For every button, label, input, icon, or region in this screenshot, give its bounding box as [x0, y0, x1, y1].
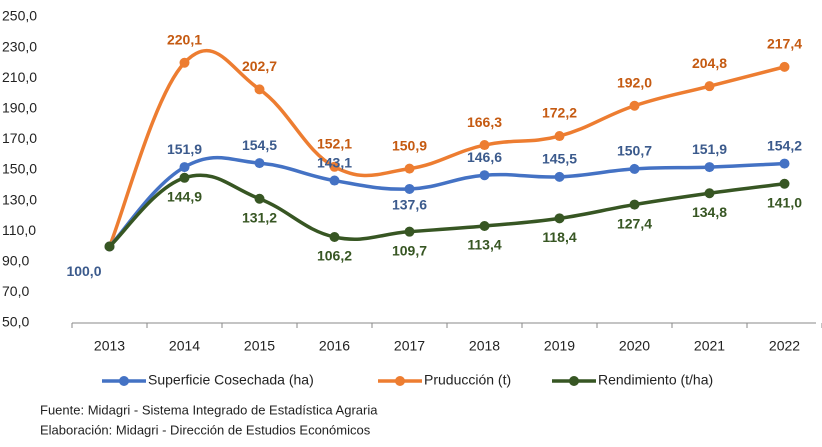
value-label: 141,0	[767, 194, 802, 210]
point	[779, 178, 790, 189]
point	[404, 183, 415, 194]
point	[179, 172, 190, 183]
value-label: 118,4	[542, 229, 576, 245]
point	[179, 162, 190, 173]
value-label: 145,5	[542, 151, 577, 167]
y-tick-label: 230,0	[2, 38, 37, 54]
legend-label: Rendimiento (t/ha)	[598, 372, 713, 388]
point	[629, 199, 640, 210]
legend-swatch	[119, 376, 129, 386]
point	[254, 193, 265, 204]
point	[779, 61, 790, 72]
point	[479, 220, 490, 231]
value-label: 109,7	[392, 242, 427, 258]
point	[554, 131, 565, 142]
x-tick-label: 2015	[244, 338, 275, 354]
point	[179, 57, 190, 68]
point	[254, 158, 265, 169]
y-tick-label: 170,0	[2, 130, 37, 146]
x-tick-label: 2013	[94, 338, 125, 354]
value-label: 151,9	[692, 141, 727, 157]
x-tick-label: 2018	[469, 338, 500, 354]
value-label: 220,1	[167, 31, 202, 47]
value-label: 152,1	[317, 135, 352, 151]
value-label: 144,9	[167, 189, 202, 205]
point	[329, 232, 340, 243]
legend-label: Pruducción (t)	[424, 372, 511, 388]
value-label: 166,3	[467, 114, 502, 130]
legend-label: Superficie Cosechada (ha)	[148, 372, 314, 388]
value-label: 154,2	[767, 137, 802, 153]
point	[554, 213, 565, 224]
x-tick-label: 2019	[544, 338, 575, 354]
point	[104, 241, 115, 252]
point	[404, 163, 415, 174]
value-label: 150,7	[617, 143, 652, 159]
x-tick-label: 2022	[769, 338, 800, 354]
value-label: 127,4	[617, 215, 652, 231]
point	[329, 161, 340, 172]
point	[629, 163, 640, 174]
value-label: 202,7	[242, 58, 277, 74]
value-label: 143,1	[317, 154, 352, 170]
value-label: 150,9	[392, 137, 427, 153]
point	[479, 140, 490, 151]
note: Fuente: Midagri - Sistema Integrado de E…	[40, 402, 378, 417]
value-label: 100,0	[66, 263, 101, 279]
x-tick-label: 2014	[169, 338, 200, 354]
y-tick-label: 70,0	[2, 283, 29, 299]
point	[704, 188, 715, 199]
value-label: 151,9	[167, 141, 202, 157]
legend-swatch	[395, 376, 405, 386]
x-tick-label: 2016	[319, 338, 350, 354]
legend-swatch	[569, 376, 579, 386]
point	[704, 162, 715, 173]
value-label: 146,6	[467, 149, 502, 165]
value-label: 204,8	[692, 55, 727, 71]
point	[329, 175, 340, 186]
value-label: 134,8	[692, 204, 727, 220]
y-tick-label: 110,0	[2, 222, 36, 238]
point	[254, 84, 265, 95]
y-tick-label: 150,0	[2, 161, 37, 177]
x-tick-label: 2017	[394, 338, 425, 354]
point	[704, 81, 715, 92]
value-label: 137,6	[392, 197, 427, 213]
value-label: 113,4	[467, 237, 501, 253]
point	[479, 170, 490, 181]
point	[779, 158, 790, 169]
value-label: 217,4	[767, 36, 802, 52]
x-tick-label: 2021	[694, 338, 725, 354]
y-tick-label: 130,0	[2, 191, 37, 207]
y-tick-label: 190,0	[2, 100, 37, 116]
y-tick-label: 50,0	[2, 314, 29, 330]
value-label: 106,2	[317, 248, 352, 264]
value-label: 172,2	[542, 105, 577, 121]
y-tick-label: 250,0	[2, 8, 37, 24]
value-label: 131,2	[242, 209, 277, 225]
x-tick-label: 2020	[619, 338, 650, 354]
series-line	[108, 155, 785, 248]
value-label: 154,5	[242, 137, 277, 153]
y-tick-label: 90,0	[2, 253, 29, 269]
point	[404, 226, 415, 237]
y-tick-label: 210,0	[2, 69, 37, 85]
point	[629, 100, 640, 111]
value-label: 192,0	[617, 74, 652, 90]
point	[554, 171, 565, 182]
series-line	[107, 48, 785, 248]
series-line	[108, 173, 785, 248]
note: Elaboración: Midagri - Dirección de Estu…	[40, 422, 371, 437]
